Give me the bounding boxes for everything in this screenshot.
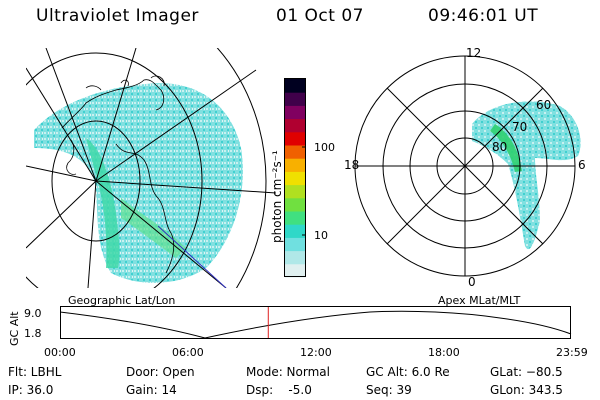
timeline-ytick-top: 9.0 [24,307,42,320]
mlat-label-60: 60 [536,98,552,112]
glat-info: GLat: −80.5 [490,365,563,379]
geographic-image [26,48,276,288]
colorbar-swatch [285,118,306,133]
colorbar-swatch [285,263,306,278]
mlt-label-6: 6 [578,158,586,172]
colorbar-swatch [285,105,306,120]
polar-plot [354,55,581,277]
timeline-xtick-0000: 00:00 [44,346,76,359]
filter-info: Flt: LBHL [8,365,62,379]
colorbar-swatch [285,211,306,225]
glon-info: GLon: 343.5 [490,383,563,397]
timeline-xtick-1200: 12:00 [300,346,332,359]
colorbar-swatch [285,224,306,238]
mlt-label-0: 0 [468,275,476,289]
colorbar-swatch [285,197,306,212]
apex-caption: Apex MLat/MLT [438,294,521,307]
gain-info: Gain: 14 [126,383,177,397]
timeline-ytick-bottom: 1.8 [24,327,42,340]
polar-aurora-band [490,124,522,172]
colorbar-unit-label: photon cm⁻²s⁻¹ [270,150,284,243]
aurora-band [86,138,120,268]
dsp-info: Dsp: -5.0 [246,383,312,397]
mlt-label-12: 12 [466,46,482,60]
colorbar-label-100: 100 [314,141,335,154]
observation-time: 09:46:01 UT [428,6,539,26]
seq-info: Seq: 39 [366,383,412,397]
ip-info: IP: 36.0 [8,383,54,397]
colorbar-swatch [285,92,306,106]
mlat-label-80: 80 [492,140,508,154]
colorbar-label-10: 10 [314,229,328,242]
altitude-curve [60,310,572,339]
geographic-caption: Geographic Lat/Lon [68,294,176,307]
colorbar-swatch [285,131,306,146]
gc-alt-info: GC Alt: 6.0 Re [366,365,450,379]
colorbar-swatch [285,145,306,159]
uv-emission-region [34,83,243,283]
ground-track [157,225,227,288]
mlt-label-18: 18 [344,158,360,172]
timeline-frame [60,306,571,339]
timeline-xtick-1800: 18:00 [428,346,460,359]
colorbar-swatch [285,171,306,186]
colorbar [284,78,306,278]
colorbar-swatch [285,79,306,93]
observation-date: 01 Oct 07 [276,6,364,26]
timeline-xtick-0600: 06:00 [172,346,204,359]
timeline-axis-label: GC Alt [8,311,21,346]
instrument-title: Ultraviolet Imager [36,6,199,26]
colorbar-swatch [285,237,306,252]
colorbar-swatch [285,158,306,172]
altitude-timeline [60,306,572,339]
timeline-xtick-2359: 23:59 [556,346,588,359]
door-info: Door: Open [126,365,195,379]
colorbar-swatch [285,184,306,199]
mode-info: Mode: Normal [246,365,330,379]
mlat-label-70: 70 [512,120,528,134]
colorbar-swatch [285,250,306,265]
